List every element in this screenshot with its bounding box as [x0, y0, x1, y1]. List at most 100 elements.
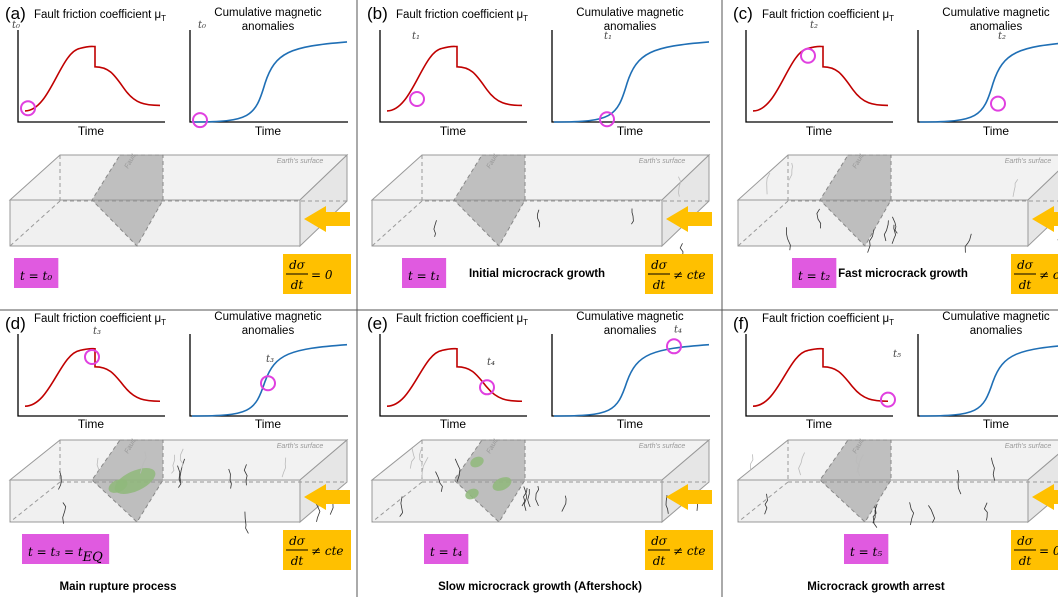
panel: (f)Fault friction coefficient μTTimet₅Cu… [733, 311, 1058, 593]
stress-rhs: = 0 [1039, 544, 1058, 558]
time-marker: t₃ [93, 326, 101, 337]
axis-label: Time [255, 417, 282, 431]
caption: Initial microcrack growth [469, 268, 605, 280]
axis-label: Time [78, 417, 105, 431]
stress-den: dt [1019, 554, 1032, 568]
state-text: t = t₀ [20, 269, 52, 283]
magnetic-curve [920, 345, 1058, 416]
title-text: Fault friction coefficient μ [762, 313, 889, 325]
figure: (a)Fault friction coefficient μTTimet₀Cu… [0, 0, 1058, 597]
magnetic-curve [554, 42, 709, 122]
chart-title: Fault friction coefficient μT [34, 313, 166, 327]
caption: Fast microcrack growth [838, 268, 968, 280]
friction-curve [25, 349, 160, 407]
stress-num: dσ [289, 534, 306, 548]
chart-title: anomalies [970, 21, 1023, 33]
axes [18, 30, 165, 122]
page: Fault friction and magnetic anomalies {"… [0, 0, 1058, 597]
axis-label: Time [806, 124, 833, 138]
friction-curve [25, 46, 160, 111]
axis-label: Time [983, 124, 1010, 138]
time-marker: t₁ [604, 31, 612, 42]
axis-label: Time [255, 124, 282, 138]
axis-label: Time [983, 417, 1010, 431]
state-label: t = t₅ [850, 545, 882, 559]
caption: Main rupture process [60, 581, 177, 593]
panel-label: (e) [367, 314, 388, 333]
stress-den: dt [291, 554, 304, 568]
axes [918, 334, 1058, 416]
time-circle [600, 112, 614, 126]
panel: (e)Fault friction coefficient μTTimet₄Cu… [367, 311, 713, 593]
stress-num: dσ [1017, 534, 1034, 548]
title-sub: T [523, 14, 528, 23]
chart-title: Cumulative magnetic [576, 311, 684, 323]
panel-label: (f) [733, 314, 749, 333]
panel-label: (d) [5, 314, 26, 333]
state-label: t = t₀ [20, 269, 52, 283]
time-marker: t₀ [12, 20, 20, 31]
state-label: t = t₁ [408, 269, 440, 283]
stress-den: dt [653, 278, 666, 292]
title-text: Fault friction coefficient μ [396, 9, 523, 21]
chart-title: Cumulative magnetic [942, 311, 1050, 323]
time-circle [193, 113, 207, 127]
title-sub: T [161, 318, 166, 327]
magnetic-curve [554, 345, 709, 416]
title-text: Fault friction coefficient μ [34, 313, 161, 325]
stress-rhs: ≠ cte [673, 268, 706, 282]
time-marker: t₁ [412, 31, 420, 42]
chart-title: anomalies [604, 325, 657, 337]
title-sub: T [523, 318, 528, 327]
surface-label: Earth's surface [277, 158, 324, 165]
stress-num: dσ [651, 258, 668, 272]
stress-den: dt [653, 554, 666, 568]
chart-title: anomalies [242, 21, 295, 33]
magnetic-curve [192, 42, 347, 122]
time-marker: t₄ [674, 324, 682, 335]
caption: Slow microcrack growth (Aftershock) [438, 581, 642, 593]
panel-label: (b) [367, 4, 388, 23]
surface-label: Earth's surface [277, 443, 324, 450]
axis-label: Time [617, 417, 644, 431]
chart-title: Fault friction coefficient μT [396, 9, 528, 23]
stress-rhs: = 0 [311, 268, 333, 282]
time-circle [801, 49, 815, 63]
time-marker: t₄ [487, 357, 495, 368]
axis-label: Time [78, 124, 105, 138]
stress-den: dt [291, 278, 304, 292]
stress-rhs: ≠ cte [1039, 268, 1058, 282]
panel: (c)Fault friction coefficient μTTimet₂Cu… [733, 4, 1058, 294]
chart-title: Cumulative magnetic [214, 311, 322, 323]
chart-title: Fault friction coefficient μT [34, 9, 166, 23]
surface-label: Earth's surface [1005, 158, 1052, 165]
axis-label: Time [440, 124, 467, 138]
friction-curve [387, 349, 522, 407]
time-circle [85, 350, 99, 364]
title-text: Fault friction coefficient μ [762, 9, 889, 21]
body: (a)Fault friction coefficient μTTimet₀Cu… [0, 0, 1058, 597]
time-circle [410, 92, 424, 106]
magnetic-curve [920, 42, 1058, 122]
title-sub: T [889, 318, 894, 327]
state-text: t = t₅ [850, 545, 882, 559]
stress-rhs: ≠ cte [311, 544, 344, 558]
caption: Microcrack growth arrest [807, 581, 945, 593]
chart-title: Fault friction coefficient μT [396, 313, 528, 327]
axes [380, 30, 527, 122]
time-circle [991, 97, 1005, 111]
stress-rhs: ≠ cte [673, 544, 706, 558]
state-label: t = t₂ [798, 269, 830, 283]
axes [18, 334, 165, 416]
time-marker: t₂ [998, 31, 1006, 42]
surface-label: Earth's surface [639, 158, 686, 165]
time-marker: t₀ [198, 20, 206, 31]
stress-num: dσ [651, 534, 668, 548]
chart-title: Cumulative magnetic [942, 7, 1050, 19]
title-text: Fault friction coefficient μ [396, 313, 523, 325]
axes [918, 30, 1058, 122]
chart-title: Cumulative magnetic [576, 7, 684, 19]
state-text: t = t₁ [408, 269, 440, 283]
axes [380, 334, 527, 416]
chart-title: Fault friction coefficient μT [762, 313, 894, 327]
